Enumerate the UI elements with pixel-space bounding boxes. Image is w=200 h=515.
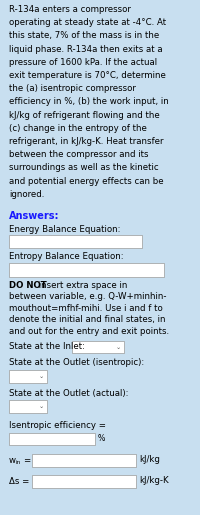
Text: exit temperature is 70°C, determine: exit temperature is 70°C, determine (9, 71, 166, 80)
Text: Energy Balance Equation:: Energy Balance Equation: (9, 225, 120, 234)
Bar (9, 433, 95, 445)
Text: ⌄: ⌄ (38, 374, 44, 379)
Text: (c) change in the entropy of the: (c) change in the entropy of the (9, 124, 147, 133)
Text: pressure of 1600 kPa. If the actual: pressure of 1600 kPa. If the actual (9, 58, 157, 67)
Text: State at the Inlet:: State at the Inlet: (9, 342, 85, 352)
Text: Entropy Balance Equation:: Entropy Balance Equation: (9, 252, 124, 262)
Text: %: % (98, 435, 105, 443)
Text: insert extra space in: insert extra space in (36, 281, 127, 290)
Text: and out for the entry and exit points.: and out for the entry and exit points. (9, 327, 169, 336)
Text: kJ/kg: kJ/kg (139, 455, 160, 464)
Bar (32, 475, 136, 488)
Text: Answers:: Answers: (9, 211, 60, 221)
Text: Δs =: Δs = (9, 477, 29, 487)
Bar (32, 454, 136, 467)
Text: efficiency in %, (b) the work input, in: efficiency in %, (b) the work input, in (9, 97, 169, 107)
Text: ⌄: ⌄ (38, 404, 44, 409)
Text: surroundings as well as the kinetic: surroundings as well as the kinetic (9, 163, 159, 173)
Bar (9, 263, 164, 277)
Text: operating at steady state at -4°C. At: operating at steady state at -4°C. At (9, 18, 166, 27)
Text: w: w (9, 456, 16, 466)
Text: State at the Outlet (isentropic):: State at the Outlet (isentropic): (9, 358, 144, 368)
Text: this state, 7% of the mass is in the: this state, 7% of the mass is in the (9, 31, 159, 40)
Bar (72, 341, 124, 353)
Text: =: = (23, 456, 30, 466)
Text: mouthout=mfhf-mihi. Use i and f to: mouthout=mfhf-mihi. Use i and f to (9, 304, 163, 313)
Text: refrigerant, in kJ/kg-K. Heat transfer: refrigerant, in kJ/kg-K. Heat transfer (9, 137, 164, 146)
Text: between variable, e.g. Q-W+minhin-: between variable, e.g. Q-W+minhin- (9, 293, 166, 301)
Text: and potential energy effects can be: and potential energy effects can be (9, 177, 164, 185)
Text: R-134a enters a compressor: R-134a enters a compressor (9, 5, 131, 14)
Bar (9, 401, 47, 414)
Text: State at the Outlet (actual):: State at the Outlet (actual): (9, 389, 128, 398)
Text: kJ/kg of refrigerant flowing and the: kJ/kg of refrigerant flowing and the (9, 111, 160, 119)
Text: the (a) isentropic compressor: the (a) isentropic compressor (9, 84, 136, 93)
Text: DO NOT: DO NOT (9, 281, 47, 290)
Text: Isentropic efficiency =: Isentropic efficiency = (9, 421, 106, 431)
Text: in: in (15, 460, 20, 466)
Text: kJ/kg-K: kJ/kg-K (139, 476, 169, 485)
Text: ⌄: ⌄ (115, 345, 121, 350)
Bar (9, 370, 47, 383)
Bar (9, 235, 142, 249)
Text: between the compressor and its: between the compressor and its (9, 150, 148, 159)
Text: liquid phase. R-134a then exits at a: liquid phase. R-134a then exits at a (9, 45, 163, 54)
Text: ignored.: ignored. (9, 190, 44, 199)
Text: denote the initial and final states, in: denote the initial and final states, in (9, 316, 166, 324)
